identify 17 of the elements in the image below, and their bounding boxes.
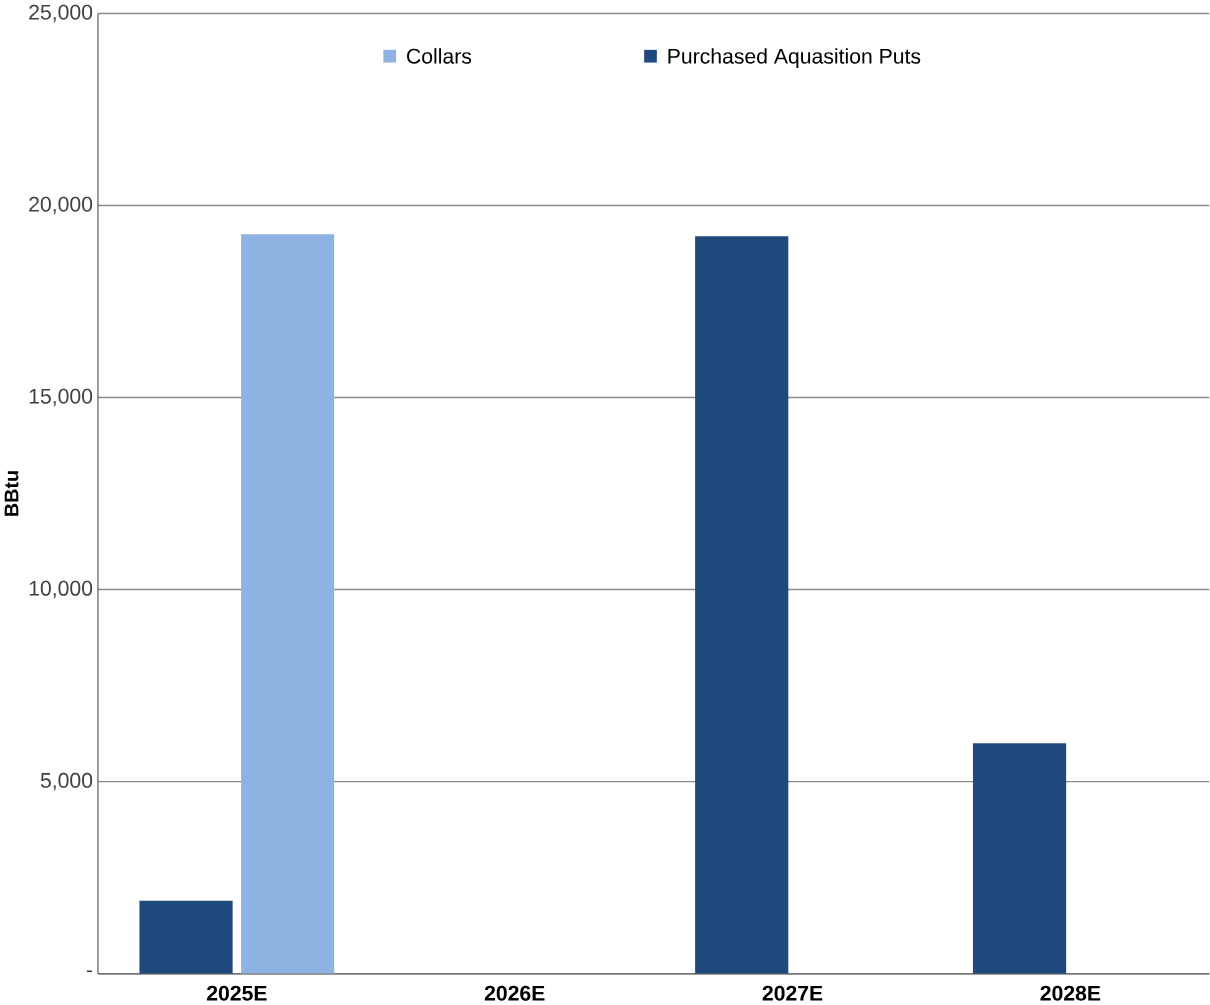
x-tick-label: 2028E bbox=[1040, 985, 1101, 1001]
y-axis-title: BBtu bbox=[4, 471, 19, 516]
y-tick-label: 25,000 bbox=[29, 4, 93, 22]
y-tick-label: - bbox=[86, 970, 93, 972]
bar bbox=[241, 234, 335, 974]
x-tick-label: 2026E bbox=[484, 985, 545, 1001]
y-tick-label: 10,000 bbox=[29, 580, 93, 599]
legend-label: Purchased Aquasition Puts bbox=[668, 47, 921, 68]
y-tick-label: 20,000 bbox=[29, 196, 93, 215]
x-tick-label: 2027E bbox=[762, 985, 823, 1001]
legend-label: Collars bbox=[407, 47, 472, 64]
bar bbox=[972, 743, 1067, 974]
bar bbox=[139, 900, 233, 974]
bar bbox=[695, 236, 789, 974]
y-tick-label: 5,000 bbox=[40, 772, 93, 791]
x-tick-label: 2025E bbox=[206, 985, 267, 1001]
y-tick-label: 15,000 bbox=[29, 388, 93, 407]
